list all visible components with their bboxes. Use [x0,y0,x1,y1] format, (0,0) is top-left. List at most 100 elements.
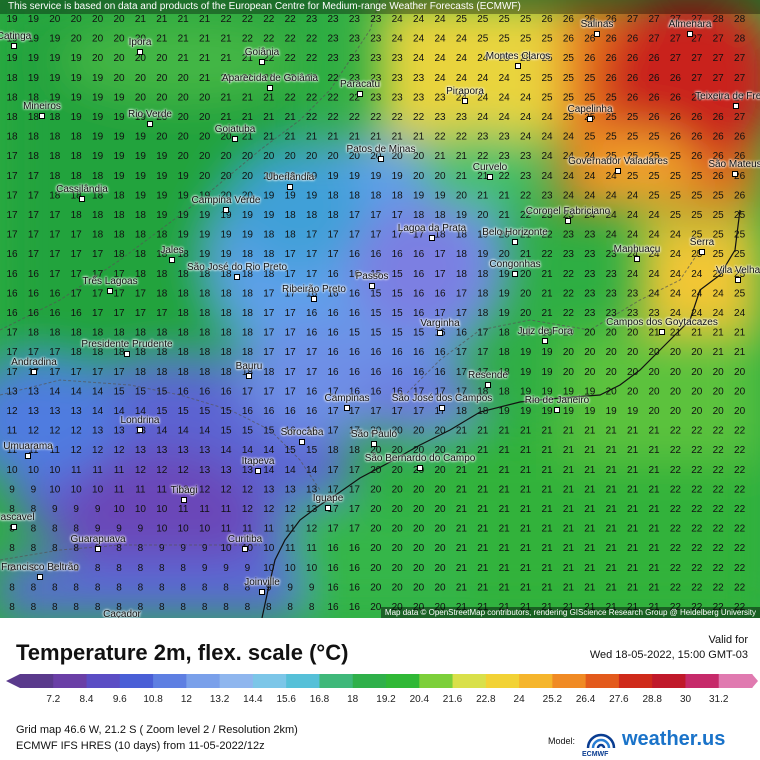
svg-text:21: 21 [477,504,489,515]
svg-text:19: 19 [199,230,211,241]
svg-text:26: 26 [627,73,639,84]
svg-text:8: 8 [159,563,165,574]
svg-text:18: 18 [49,190,61,201]
svg-text:11: 11 [114,465,125,476]
weather-us-logo[interactable]: weather.us [622,728,726,750]
svg-text:16: 16 [28,288,40,299]
svg-text:18: 18 [178,249,190,260]
svg-text:23: 23 [349,73,361,84]
svg-text:20: 20 [734,406,746,417]
svg-text:13: 13 [28,386,40,397]
scale-swatch [252,674,287,688]
svg-text:24: 24 [627,190,639,201]
svg-text:17: 17 [327,230,339,241]
svg-text:17: 17 [6,151,18,162]
svg-text:19: 19 [606,406,618,417]
svg-text:22: 22 [456,132,468,143]
svg-text:21: 21 [584,602,596,613]
svg-text:9: 9 [309,582,315,593]
svg-text:21: 21 [541,582,553,593]
svg-text:21: 21 [456,484,468,495]
svg-text:25: 25 [648,190,660,201]
city-label: Ipora [128,37,152,48]
city-marker [25,453,31,459]
city-label: Catinga [0,31,32,42]
svg-text:18: 18 [156,230,168,241]
city-label: Campos dos Goytacazes [606,317,718,328]
svg-text:22: 22 [220,14,232,25]
svg-text:16: 16 [413,249,425,260]
svg-text:17: 17 [349,465,361,476]
svg-text:17: 17 [6,367,18,378]
svg-text:9: 9 [223,563,229,574]
svg-text:17: 17 [71,367,83,378]
svg-text:17: 17 [456,347,468,358]
svg-text:14: 14 [156,426,168,437]
svg-text:20: 20 [520,288,532,299]
svg-text:24: 24 [734,308,746,319]
svg-text:21: 21 [520,249,532,260]
svg-text:19: 19 [28,53,40,64]
svg-text:20: 20 [199,132,211,143]
svg-text:21: 21 [563,543,575,554]
svg-text:23: 23 [606,288,618,299]
svg-text:8: 8 [138,563,144,574]
svg-text:19: 19 [6,14,18,25]
svg-text:23: 23 [584,308,596,319]
svg-text:20: 20 [370,465,382,476]
svg-text:22: 22 [327,92,339,103]
svg-text:19: 19 [285,190,297,201]
scale-tick-label: 18 [347,694,359,705]
svg-text:22: 22 [691,543,703,554]
svg-text:21: 21 [520,582,532,593]
svg-text:22: 22 [691,426,703,437]
svg-text:10: 10 [71,484,83,495]
svg-text:16: 16 [6,269,18,280]
svg-text:22: 22 [691,445,703,456]
city-label: Varginha [420,318,460,329]
svg-text:17: 17 [71,269,83,280]
svg-text:22: 22 [734,445,746,456]
svg-text:21: 21 [606,484,618,495]
svg-text:23: 23 [627,288,639,299]
svg-text:25: 25 [541,34,553,45]
svg-text:27: 27 [691,53,703,64]
svg-text:25: 25 [584,92,596,103]
svg-text:21: 21 [541,563,553,574]
svg-text:17: 17 [327,484,339,495]
city-label: Goiânia [244,47,280,58]
svg-text:26: 26 [627,92,639,103]
svg-text:20: 20 [434,171,446,182]
svg-text:20: 20 [392,445,404,456]
city-marker [634,256,640,262]
svg-text:26: 26 [691,132,703,143]
svg-text:27: 27 [734,53,746,64]
svg-text:24: 24 [499,92,511,103]
temperature-map[interactable]: 19 19 20 20 20 20 21 21 21 21 22 22 22 22 23 23 23 23 24 24… [0,0,760,618]
svg-text:14: 14 [92,406,104,417]
svg-text:25: 25 [691,230,703,241]
svg-text:20: 20 [413,582,425,593]
city-label: Congonhas [489,259,541,270]
city-label: Resende [467,370,509,381]
svg-text:24: 24 [670,230,682,241]
svg-text:17: 17 [92,367,104,378]
svg-text:11: 11 [285,543,296,554]
svg-text:21: 21 [499,445,511,456]
svg-text:19: 19 [220,210,232,221]
svg-text:25: 25 [584,132,596,143]
svg-text:15: 15 [263,426,275,437]
svg-text:20: 20 [563,367,575,378]
svg-text:19: 19 [71,92,83,103]
svg-text:19: 19 [477,230,489,241]
svg-text:24: 24 [392,34,404,45]
scale-swatch [452,674,487,688]
svg-text:26: 26 [691,92,703,103]
svg-text:8: 8 [31,524,37,535]
svg-text:15: 15 [349,328,361,339]
svg-text:21: 21 [477,484,489,495]
scale-tick-label: 31.2 [709,694,729,705]
svg-text:8: 8 [52,563,58,574]
svg-text:18: 18 [113,190,125,201]
svg-text:24: 24 [627,269,639,280]
